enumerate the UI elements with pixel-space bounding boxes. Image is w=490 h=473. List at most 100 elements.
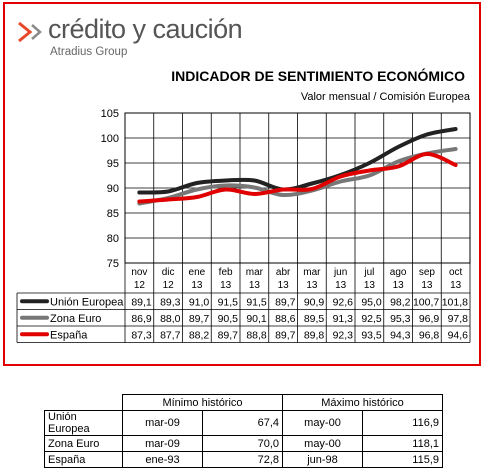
historic-max-header: Máximo histórico	[282, 394, 443, 411]
data-label: 100,7	[413, 296, 439, 308]
data-label: 89,5	[304, 313, 325, 325]
historic-max-value: 115,9	[362, 451, 443, 468]
historic-max-date: jun-98	[282, 451, 363, 468]
data-label: 91,3	[333, 313, 354, 325]
data-label: 90,1	[246, 313, 267, 325]
y-tick-label: 100	[101, 133, 119, 145]
data-label: 94,3	[390, 329, 411, 341]
historic-max-value: 118,1	[362, 435, 443, 452]
data-label: 94,6	[448, 329, 469, 341]
data-label: 98,2	[390, 296, 411, 308]
data-label: 95,3	[390, 313, 411, 325]
x-tick-label: sep	[419, 267, 436, 278]
series-line	[137, 151, 458, 204]
legend-label: Unión Europea	[50, 296, 124, 308]
x-tick-label: 13	[421, 280, 433, 291]
data-label: 90,9	[304, 296, 325, 308]
x-tick-label: jun	[333, 267, 347, 278]
historic-max-value: 116,9	[362, 410, 443, 436]
data-label: 89,3	[160, 296, 181, 308]
y-tick-label: 80	[107, 233, 119, 245]
brand-name: crédito y caución	[48, 14, 243, 44]
chart-title: INDICADOR DE SENTIMIENTO ECONÓMICO	[171, 68, 465, 84]
data-label: 93,5	[361, 329, 382, 341]
chart-frame	[3, 2, 481, 366]
x-tick-label: feb	[219, 267, 233, 278]
historic-min-value: 72,8	[202, 451, 283, 468]
historic-row: Zona Euro mar-09 70,0 may-00 118,1	[44, 435, 443, 452]
x-tick-label: ago	[390, 267, 407, 278]
data-label: 89,7	[189, 313, 210, 325]
data-label: 101,8	[442, 296, 468, 308]
legend-label: España	[50, 329, 88, 341]
data-label: 91,5	[246, 296, 267, 308]
data-label: 89,8	[304, 329, 325, 341]
data-label: 89,7	[275, 296, 296, 308]
x-tick-label: 12	[163, 280, 175, 291]
x-tick-label: abr	[276, 267, 291, 278]
data-label: 96,8	[419, 329, 440, 341]
historic-min-date: ene-93	[122, 451, 203, 468]
data-label: 96,9	[419, 313, 440, 325]
historic-row: España ene-93 72,8 jun-98 115,9	[44, 451, 443, 468]
historic-row: Unión Europea mar-09 67,4 may-00 116,9	[44, 410, 443, 436]
data-label: 86,9	[131, 313, 152, 325]
data-label: 92,3	[333, 329, 354, 341]
brand-logo: crédito y caución Atradius Group	[16, 12, 256, 64]
series-line	[137, 127, 458, 195]
x-tick-label: 13	[393, 280, 405, 291]
historic-row-name: España	[44, 451, 123, 468]
line-chart: 75 80 85 90 95 100 105 nov 12 dic 12 ene 13 feb 13 mar 1…	[16, 108, 471, 343]
x-tick-label: mar	[246, 267, 264, 278]
historic-table: Mínimo histórico Máximo histórico Unión …	[44, 394, 443, 468]
data-label: 89,7	[218, 329, 239, 341]
data-label: 95,0	[361, 296, 382, 308]
data-label: 89,1	[131, 296, 152, 308]
legend-label: Zona Euro	[50, 313, 101, 325]
y-tick-label: 105	[101, 108, 119, 120]
historic-header-row: Mínimo histórico Máximo histórico	[45, 394, 443, 411]
historic-min-value: 70,0	[202, 435, 283, 452]
data-label: 92,5	[361, 313, 382, 325]
x-tick-label: jul	[363, 267, 374, 278]
historic-max-date: may-00	[282, 435, 363, 452]
data-label: 90,5	[218, 313, 239, 325]
x-tick-label: 13	[278, 280, 290, 291]
x-tick-label: 13	[191, 280, 203, 291]
historic-min-date: mar-09	[122, 435, 203, 452]
x-tick-label: ene	[189, 267, 206, 278]
x-tick-label: 13	[450, 280, 462, 291]
historic-max-date: may-00	[282, 410, 363, 436]
x-tick-label: oct	[449, 267, 463, 278]
data-label: 88,2	[189, 329, 210, 341]
data-label: 87,3	[131, 329, 152, 341]
series-line	[137, 147, 458, 206]
brand-group: Atradius Group	[50, 46, 128, 58]
brand-mark-icon	[18, 21, 42, 43]
x-tick-label: nov	[131, 267, 147, 278]
y-tick-label: 95	[107, 158, 119, 170]
historic-row-name: Unión Europea	[44, 410, 123, 436]
data-label: 91,0	[189, 296, 210, 308]
historic-corner	[45, 395, 123, 411]
x-tick-label: 13	[220, 280, 232, 291]
x-tick-label: 13	[306, 280, 318, 291]
data-label: 89,7	[275, 329, 296, 341]
data-label: 88,0	[160, 313, 181, 325]
data-label: 87,7	[160, 329, 181, 341]
historic-min-value: 67,4	[202, 410, 283, 436]
historic-min-date: mar-09	[122, 410, 203, 436]
data-label: 91,5	[218, 296, 239, 308]
data-label: 88,6	[275, 313, 296, 325]
y-tick-label: 75	[107, 258, 119, 270]
x-tick-label: mar	[303, 267, 321, 278]
data-label: 88,8	[246, 329, 267, 341]
chart-subtitle: Valor mensual / Comisión Europea	[300, 91, 470, 103]
historic-min-header: Mínimo histórico	[122, 394, 283, 411]
historic-row-name: Zona Euro	[44, 435, 123, 452]
y-tick-label: 90	[107, 183, 119, 195]
data-label: 97,8	[448, 313, 469, 325]
data-label: 92,6	[333, 296, 354, 308]
x-tick-label: 13	[364, 280, 376, 291]
y-tick-label: 85	[107, 208, 119, 220]
